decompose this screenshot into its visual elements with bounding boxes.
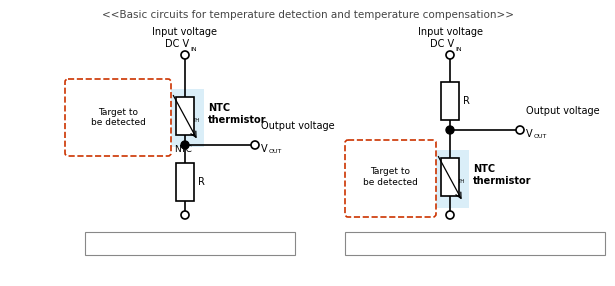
Text: R: R [187,110,193,118]
Circle shape [181,51,189,59]
Bar [166,89,204,147]
Text: R: R [198,177,205,187]
Bar [345,232,605,255]
Text: Input voltage: Input voltage [418,27,483,37]
Text: /(R: /(R [414,239,427,247]
Text: OUT: OUT [362,245,373,249]
Text: TH: TH [406,245,413,249]
Text: Output voltage: Output voltage [261,121,335,131]
Text: NTC: NTC [174,145,192,154]
Text: Output voltage: Output voltage [526,106,600,116]
Text: + R): + R) [176,239,199,247]
Text: <<Basic circuits for temperature detection and temperature compensation>>: <<Basic circuits for temperature detecti… [101,10,514,20]
Text: OUT: OUT [102,245,114,249]
Text: TH: TH [457,179,464,184]
Text: DC V: DC V [430,39,454,49]
Bar [441,82,459,120]
Text: Input voltage: Input voltage [153,27,218,37]
Text: OUT: OUT [534,134,547,139]
Circle shape [446,211,454,219]
Bar [441,158,459,196]
Text: Target to
be detected: Target to be detected [363,167,418,187]
Text: OUT: OUT [269,149,282,154]
Text: =V: =V [374,239,387,247]
Text: IN: IN [124,245,130,249]
Text: + R): + R) [439,239,462,247]
Bar [85,232,295,255]
Circle shape [516,126,524,134]
Text: DC V: DC V [165,39,189,49]
FancyBboxPatch shape [65,79,171,156]
Text: TH: TH [167,245,175,249]
Text: V: V [97,239,103,247]
Circle shape [251,141,259,149]
Text: Target to
be detected: Target to be detected [90,108,145,127]
Circle shape [181,211,189,219]
Text: R: R [452,170,458,180]
Text: NTC
thermistor: NTC thermistor [208,103,266,125]
Text: V: V [261,144,268,154]
Circle shape [446,51,454,59]
Text: NTC: NTC [439,165,457,174]
Bar [176,97,194,135]
Text: R: R [463,96,470,106]
Bar [176,163,194,201]
Circle shape [446,126,454,134]
Bar [431,150,469,208]
Text: · R/(R: · R/(R [131,239,159,247]
Text: =V: =V [114,239,128,247]
Text: V: V [526,129,533,139]
Text: TH: TH [431,245,438,249]
Text: V: V [357,239,363,247]
Text: IN: IN [384,245,390,249]
Text: · R: · R [391,239,406,247]
Text: IN: IN [190,47,197,52]
Text: NTC
thermistor: NTC thermistor [473,164,531,186]
Text: TH: TH [192,118,199,123]
Circle shape [181,141,189,149]
Text: IN: IN [455,47,462,52]
FancyBboxPatch shape [345,140,436,217]
